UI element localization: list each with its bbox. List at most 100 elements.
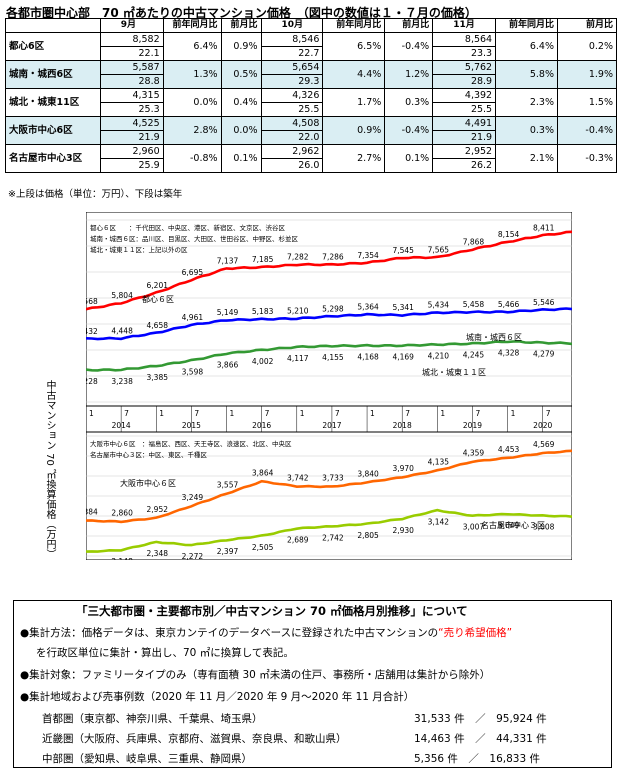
region-count-0: 31,533 件 ／ 95,924 件 bbox=[414, 713, 547, 725]
month-header: 11月 bbox=[432, 18, 497, 33]
x-year-label: 2018 bbox=[393, 421, 412, 430]
price-chart: 2,0003,0004,0005,0006,0007,0008,0009,000… bbox=[86, 212, 572, 560]
data-label: 3,049 bbox=[498, 521, 520, 530]
yoy-cell: 2.3% bbox=[495, 88, 558, 117]
data-label: 6,201 bbox=[147, 281, 169, 290]
price-cell: 8,546 bbox=[260, 32, 324, 47]
x-year-label: 2014 bbox=[112, 421, 131, 430]
target-line: ●集計対象：ファミリータイプのみ（専有面積 30 ㎡未満の住戸、事務所・店舗用は… bbox=[20, 669, 491, 681]
data-label: 3,598 bbox=[182, 367, 204, 376]
series-name-label: 城南・城西６区 bbox=[466, 332, 522, 342]
mom-cell: 0.1% bbox=[220, 144, 262, 173]
price-cell: 4,315 bbox=[99, 88, 164, 103]
data-label: 5,210 bbox=[287, 307, 309, 316]
data-label: 6,695 bbox=[182, 268, 204, 277]
data-label: 4,569 bbox=[533, 440, 555, 449]
data-label: 8,411 bbox=[533, 223, 555, 232]
age-cell: 28.9 bbox=[432, 74, 497, 89]
age-cell: 22.1 bbox=[99, 46, 164, 61]
table-row: 名古屋市中心3区 2,960 -0.8% 0.1% 2,962 2.7% 0.1% 2,952… bbox=[5, 144, 618, 173]
data-label: 3,142 bbox=[428, 517, 450, 526]
x-year-label: 2017 bbox=[322, 421, 341, 430]
x-month-label: 7 bbox=[335, 409, 340, 418]
age-cell: 25.3 bbox=[99, 102, 164, 117]
area-name: 名古屋市中心3区 bbox=[5, 144, 101, 173]
data-label: 2,689 bbox=[287, 535, 309, 544]
price-cell: 8,582 bbox=[99, 32, 164, 47]
data-label: 7,282 bbox=[287, 253, 309, 262]
data-label: 7,185 bbox=[252, 255, 274, 264]
data-label: 4,155 bbox=[322, 353, 344, 362]
yoy-cell: 0.0% bbox=[162, 88, 222, 117]
age-cell: 25.5 bbox=[432, 102, 497, 117]
sub-header: 前年同月比 bbox=[495, 18, 558, 33]
price-cell: 4,326 bbox=[260, 88, 324, 103]
data-label: 2,742 bbox=[322, 533, 344, 542]
series-line-1 bbox=[86, 449, 572, 524]
data-label: 5,466 bbox=[498, 300, 520, 309]
sub-header: 前月比 bbox=[220, 18, 262, 33]
x-month-label: 1 bbox=[370, 409, 375, 418]
data-label: 4,453 bbox=[498, 445, 520, 454]
mom-cell: 1.2% bbox=[384, 60, 434, 89]
data-label: 2,805 bbox=[357, 531, 379, 540]
x-month-label: 7 bbox=[546, 409, 551, 418]
yoy-cell: 4.4% bbox=[322, 60, 386, 89]
x-year-label: 2020 bbox=[533, 421, 552, 430]
legend-text: 城北・城東１１区：上記以外の区 bbox=[90, 245, 188, 254]
data-label: 3,970 bbox=[392, 464, 414, 473]
legend-text: 大阪市中心６区 ：福島区、西区、天王寺区、浪速区、北区、中央区 bbox=[90, 439, 292, 448]
method-continuation: を行政区単位に集計・算出し、70 ㎡に換算して表記。 bbox=[36, 647, 294, 659]
area-name: 大阪市中心6区 bbox=[5, 116, 101, 145]
data-label: 5,804 bbox=[111, 291, 133, 300]
method-highlight: “売り希望価格” bbox=[438, 627, 513, 639]
age-cell: 23.3 bbox=[432, 46, 497, 61]
data-label: 5,546 bbox=[533, 298, 555, 307]
age-cell: 21.9 bbox=[432, 130, 497, 145]
method-prefix: ●集計方法：価格データは、東京カンテイのデータベースに登録された中古マンションの bbox=[20, 627, 439, 639]
mom-cell: 1.5% bbox=[556, 88, 618, 117]
mom-cell: 1.9% bbox=[556, 60, 618, 89]
regions-heading: ●集計地域および売事例数（2020 年 11 月／2020 年 9 月～2020… bbox=[20, 691, 415, 703]
data-label: 4,210 bbox=[428, 352, 450, 361]
sub-header: 前年同月比 bbox=[162, 18, 222, 33]
data-label: 5,568 bbox=[86, 297, 98, 306]
table-header-row: 9月 前年同月比 前月比 10月 前年同月比 前月比 11月 前年同月比 前月比 bbox=[5, 18, 618, 33]
yoy-cell: 0.3% bbox=[495, 116, 558, 145]
data-label: 7,565 bbox=[428, 245, 450, 254]
data-label: 4,448 bbox=[111, 326, 133, 335]
data-label: 3,008 bbox=[533, 523, 555, 532]
table-row: 22.1 22.7 23.3 bbox=[6, 46, 617, 61]
age-cell: 21.9 bbox=[99, 130, 164, 145]
data-label: 4,961 bbox=[182, 313, 204, 322]
area-name: 城南・城西6区 bbox=[5, 60, 101, 89]
data-label: 7,545 bbox=[392, 246, 414, 255]
region-name-2: 中部圏（愛知県、岐阜県、三重県、静岡県） bbox=[42, 753, 252, 765]
data-label: 4,002 bbox=[252, 357, 274, 366]
data-label: 3,385 bbox=[147, 373, 169, 382]
data-label: 5,341 bbox=[392, 303, 414, 312]
x-month-label: 1 bbox=[159, 409, 164, 418]
table-row: 大阪市中心6区 4,525 2.8% 0.0% 4,508 0.9% -0.4% 4,491 0… bbox=[5, 116, 618, 145]
data-label: 2,272 bbox=[182, 552, 204, 560]
data-label: 2,860 bbox=[111, 509, 133, 518]
price-cell: 2,960 bbox=[99, 144, 164, 159]
data-label: 5,183 bbox=[252, 307, 274, 316]
sub-header: 前月比 bbox=[556, 18, 618, 33]
info-heading: 「三大都市圏・主要都市別／中古マンション 70 ㎡価格月別推移」について bbox=[76, 604, 468, 618]
mom-cell: 0.5% bbox=[220, 60, 262, 89]
table-row: 都心6区 8,582 6.4% 0.9% 8,546 6.5% -0.4% 8,564 6.4%… bbox=[5, 32, 618, 61]
data-label: 2,884 bbox=[86, 508, 98, 517]
yoy-cell: 0.9% bbox=[322, 116, 386, 145]
x-month-label: 7 bbox=[124, 409, 129, 418]
table-row: 28.8 29.3 28.9 bbox=[6, 74, 617, 89]
mom-cell: 0.9% bbox=[220, 32, 262, 61]
age-cell: 25.9 bbox=[99, 158, 164, 173]
data-label: 8,154 bbox=[498, 230, 520, 239]
region-count-1: 14,463 件 ／ 44,331 件 bbox=[414, 733, 547, 745]
table-row: 21.9 22.0 21.9 bbox=[6, 130, 617, 145]
data-label: 3,866 bbox=[217, 360, 239, 369]
info-box: 「三大都市圏・主要都市別／中古マンション 70 ㎡価格月別推移」について ●集計… bbox=[13, 600, 612, 768]
data-label: 5,298 bbox=[322, 304, 344, 313]
data-label: 4,328 bbox=[498, 348, 520, 357]
